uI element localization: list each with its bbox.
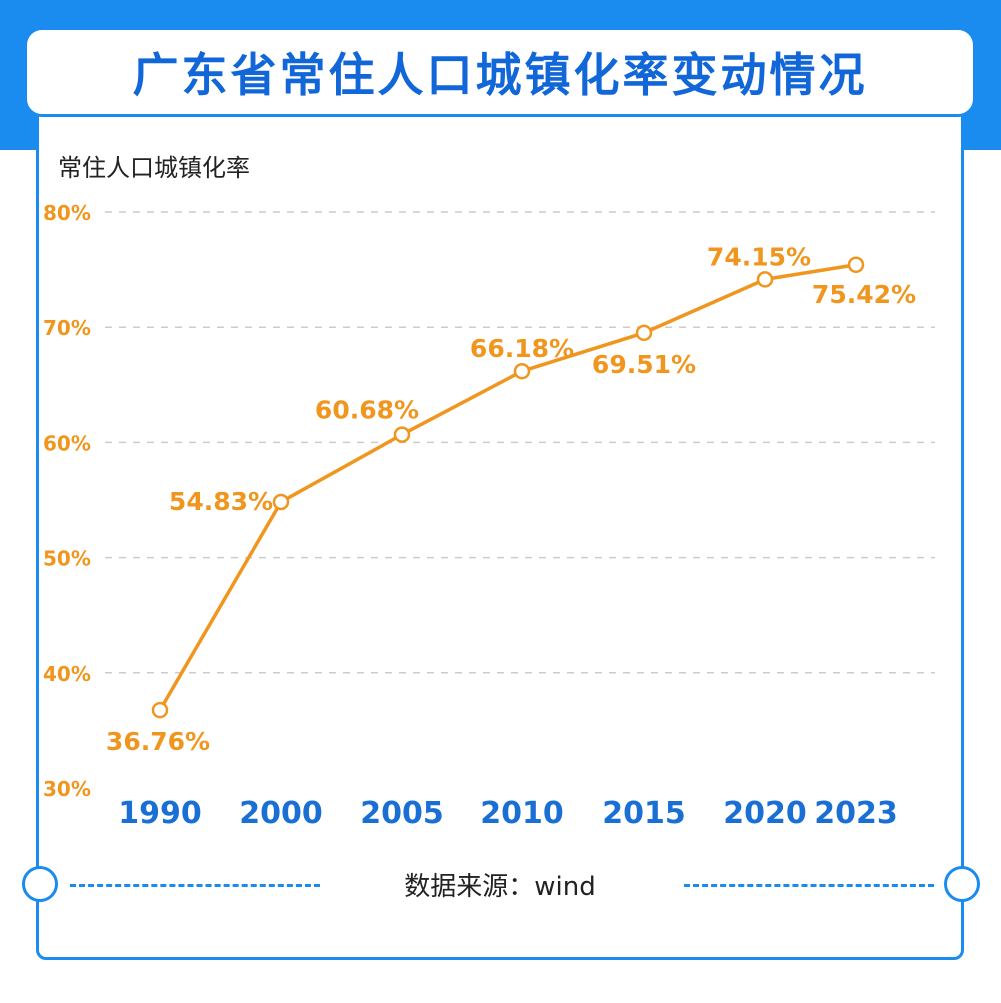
x-tick-label: 2010 bbox=[480, 796, 564, 831]
ticket-notch-right bbox=[944, 866, 980, 902]
data-point bbox=[151, 701, 169, 719]
ticket-notch-cover-right bbox=[978, 860, 998, 908]
ticket-notch-cover-left bbox=[4, 860, 24, 908]
x-tick-label: 2020 bbox=[723, 796, 807, 831]
y-tick-label: 80% bbox=[43, 201, 91, 225]
x-tick-label: 1990 bbox=[118, 796, 202, 831]
data-label: 60.68% bbox=[315, 396, 419, 425]
data-point bbox=[635, 324, 653, 342]
data-point bbox=[756, 271, 774, 288]
divider-dash-right bbox=[684, 884, 934, 887]
data-label: 66.18% bbox=[470, 334, 574, 363]
x-tick-label: 2015 bbox=[602, 796, 686, 831]
data-point bbox=[513, 362, 531, 380]
data-source: 数据来源：wind bbox=[404, 872, 596, 902]
x-tick-label: 2005 bbox=[360, 796, 444, 831]
x-tick-label: 2000 bbox=[239, 796, 323, 831]
y-tick-label: 30% bbox=[43, 777, 91, 801]
data-label: 54.83% bbox=[169, 487, 273, 516]
y-axis-label: 常住人口城镇化率 bbox=[58, 154, 250, 182]
ticket-notch-left bbox=[22, 866, 58, 902]
x-tick-label: 2023 bbox=[814, 796, 898, 831]
data-label: 74.15% bbox=[707, 242, 811, 271]
page-title: 广东省常住人口城镇化率变动情况 bbox=[132, 48, 868, 102]
chart-card bbox=[36, 100, 964, 960]
divider-dash-left bbox=[70, 884, 320, 887]
data-label: 75.42% bbox=[812, 280, 916, 309]
y-tick-label: 60% bbox=[43, 431, 91, 455]
data-label: 36.76% bbox=[106, 727, 210, 756]
title-banner: 广东省常住人口城镇化率变动情况 bbox=[24, 27, 976, 117]
data-point bbox=[393, 426, 411, 443]
data-label: 69.51% bbox=[592, 350, 696, 379]
y-tick-label: 50% bbox=[43, 547, 91, 571]
y-tick-label: 70% bbox=[43, 316, 91, 340]
y-tick-label: 40% bbox=[43, 662, 91, 686]
data-point bbox=[272, 493, 290, 511]
data-point bbox=[847, 256, 865, 274]
